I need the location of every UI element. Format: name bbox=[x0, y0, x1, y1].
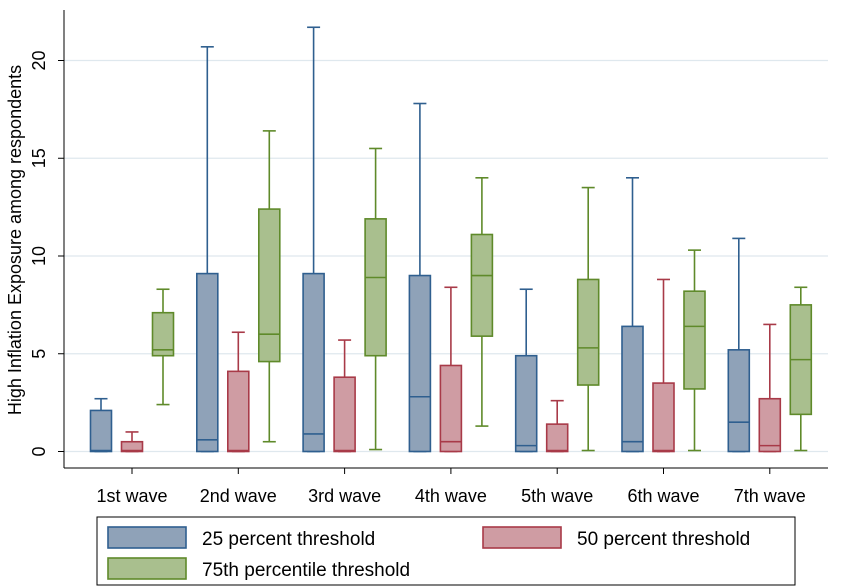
box-body bbox=[227, 370, 250, 453]
y-axis-title: High Inflation Exposure among respondent… bbox=[5, 65, 25, 415]
legend-label: 50 percent threshold bbox=[577, 529, 750, 550]
box-body bbox=[470, 233, 494, 337]
box-0-2 bbox=[302, 26, 325, 453]
box-body bbox=[439, 364, 463, 453]
box-0-4 bbox=[514, 288, 538, 453]
y-tick-label: 10 bbox=[29, 246, 49, 266]
y-tick-label: 15 bbox=[29, 148, 49, 168]
box-0-5 bbox=[621, 177, 644, 453]
axes bbox=[63, 10, 828, 469]
legend: 25 percent threshold 50 percent threshold… bbox=[96, 516, 796, 586]
box-body bbox=[364, 218, 387, 357]
box-1-1 bbox=[227, 331, 250, 453]
box-body bbox=[302, 272, 325, 453]
box-0-3 bbox=[408, 102, 432, 453]
box-0-6 bbox=[727, 237, 751, 453]
box-2-2 bbox=[364, 147, 387, 451]
box-body bbox=[89, 409, 113, 453]
legend-swatch bbox=[482, 526, 562, 549]
box-body bbox=[576, 278, 600, 386]
box-1-5 bbox=[652, 278, 675, 453]
x-tick-labels: 1st wave 2nd wave 3rd wave 4th wave 5th wave… bbox=[96, 468, 806, 506]
legend-frame bbox=[96, 516, 796, 586]
box-2-1 bbox=[257, 130, 281, 443]
box-body bbox=[120, 440, 144, 453]
box-body bbox=[652, 382, 675, 453]
box-2-6 bbox=[789, 286, 813, 452]
box-body bbox=[408, 274, 432, 453]
legend-label: 75th percentile threshold bbox=[202, 560, 410, 581]
box-body bbox=[683, 290, 706, 390]
legend-swatch bbox=[107, 526, 187, 549]
box-body bbox=[758, 397, 782, 453]
x-tick-label: 4th wave bbox=[415, 486, 487, 506]
legend-swatch bbox=[107, 557, 187, 580]
legend-label: 25 percent threshold bbox=[202, 529, 375, 550]
box-0-1 bbox=[196, 46, 219, 453]
x-tick-label: 6th wave bbox=[627, 486, 699, 506]
box-2-4 bbox=[576, 186, 600, 452]
box-1-4 bbox=[545, 399, 569, 453]
x-tick-label: 5th wave bbox=[521, 486, 593, 506]
box-body bbox=[514, 354, 538, 453]
boxes bbox=[89, 26, 813, 453]
box-1-2 bbox=[333, 339, 356, 453]
box-2-0 bbox=[151, 288, 175, 406]
y-tick-label: 0 bbox=[29, 446, 49, 456]
x-tick-label: 3rd wave bbox=[308, 486, 381, 506]
y-tick-labels: 0 5 10 15 20 bbox=[29, 50, 64, 457]
box-body bbox=[727, 349, 751, 453]
x-tick-label: 2nd wave bbox=[200, 486, 277, 506]
x-tick-label: 1st wave bbox=[96, 486, 167, 506]
box-1-0 bbox=[120, 431, 144, 453]
box-0-0 bbox=[89, 397, 113, 453]
box-body bbox=[621, 325, 644, 453]
box-1-3 bbox=[439, 286, 463, 453]
x-tick-label: 7th wave bbox=[734, 486, 806, 506]
box-1-6 bbox=[758, 323, 782, 453]
box-body bbox=[333, 376, 356, 453]
box-body bbox=[545, 423, 569, 453]
box-body bbox=[257, 208, 281, 363]
y-tick-label: 20 bbox=[29, 50, 49, 70]
box-2-3 bbox=[470, 177, 494, 427]
y-tick-label: 5 bbox=[29, 349, 49, 359]
box-2-5 bbox=[683, 249, 706, 452]
box-body bbox=[196, 272, 219, 453]
box-body bbox=[151, 311, 175, 357]
